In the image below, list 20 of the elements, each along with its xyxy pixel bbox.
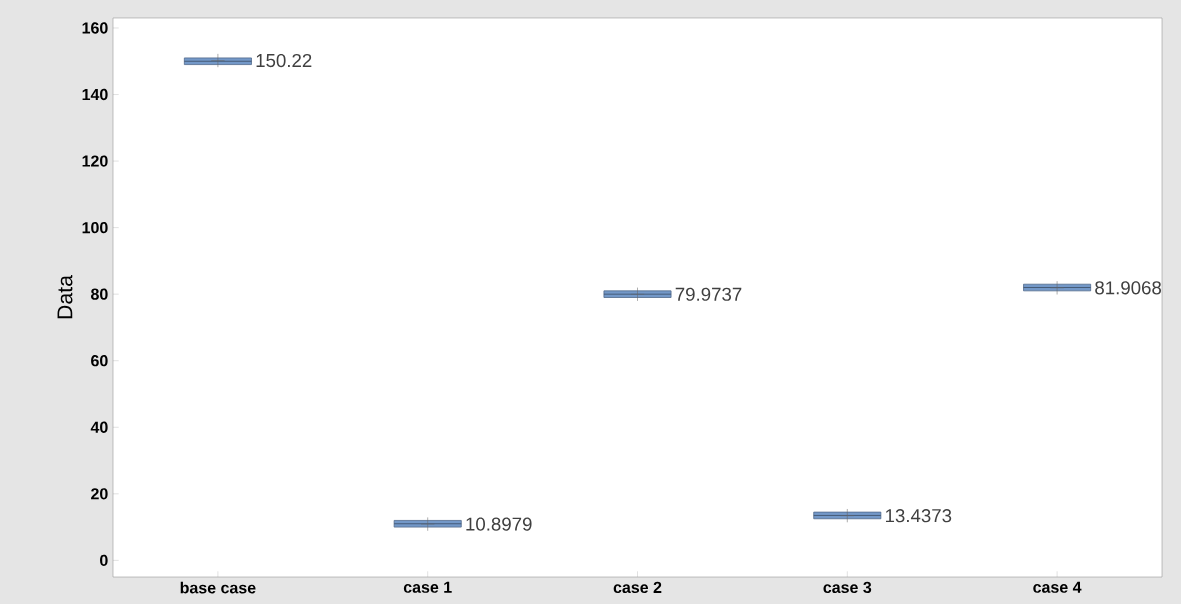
annotation: 81.9068: [1095, 281, 1162, 295]
y-tick-label: 160: [82, 22, 108, 34]
annotation: 13.4373: [885, 509, 952, 523]
y-tick-label: 60: [91, 355, 108, 367]
y-tick-label: 20: [91, 488, 108, 500]
y-tick-label: 40: [90, 421, 108, 433]
x-tick-label: case 4: [1033, 581, 1082, 593]
annotation: 10.8979: [466, 517, 532, 531]
x-tick-label: case 2: [613, 581, 662, 594]
x-tick-label: base case: [180, 581, 256, 594]
x-tick-label: case 3: [823, 581, 872, 594]
y-tick-label: 140: [82, 88, 108, 101]
annotation: 79.9737: [675, 287, 742, 301]
x-tick-label: case 1: [403, 581, 452, 593]
annotation: 150.22: [256, 53, 312, 68]
y-tick-label: 120: [82, 155, 108, 167]
y-axis-title: Data: [57, 274, 73, 319]
y-tick-label: 100: [82, 221, 108, 234]
y-tick-label: 0: [100, 554, 108, 567]
y-tick-label: 80: [91, 288, 108, 300]
